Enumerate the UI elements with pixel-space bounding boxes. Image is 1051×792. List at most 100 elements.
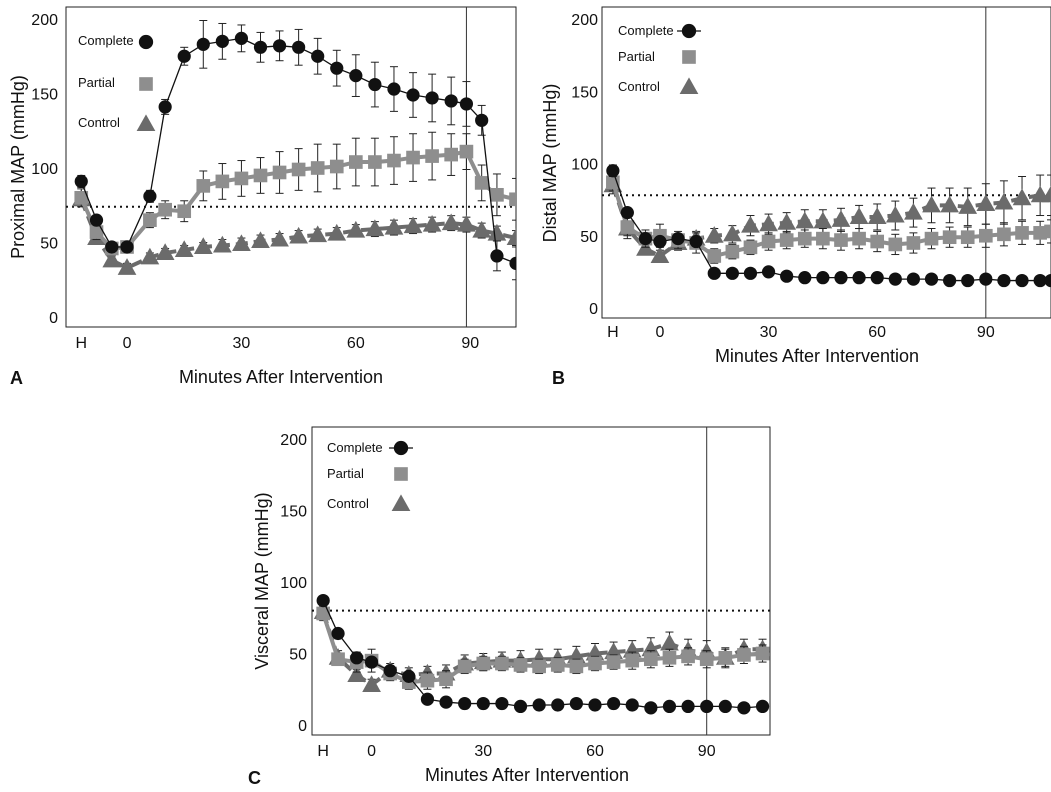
x-tick-label: 90 (698, 743, 716, 760)
series-control (603, 174, 1051, 263)
legend-label: Control (327, 496, 369, 511)
data-point (420, 692, 435, 706)
data-point (509, 192, 516, 207)
data-point (625, 653, 640, 668)
data-point (888, 237, 903, 252)
data-point (795, 211, 815, 229)
data-point (330, 61, 344, 75)
data-point (689, 234, 703, 249)
data-point (347, 665, 367, 682)
y-tick-label: 200 (571, 12, 598, 29)
data-point (140, 247, 160, 265)
data-point (532, 698, 546, 712)
data-point (74, 190, 89, 205)
y-tick-label: 200 (31, 12, 58, 29)
data-point (439, 672, 453, 687)
plot-frame (601, 6, 1051, 319)
data-point (681, 23, 697, 39)
data-point (960, 230, 975, 245)
data-point (660, 633, 679, 651)
data-point (311, 49, 325, 63)
plot-area (71, 19, 516, 281)
y-tick-label: 100 (280, 575, 307, 592)
data-point (755, 699, 770, 714)
data-point (1044, 273, 1051, 288)
data-point (459, 97, 474, 111)
data-point (215, 174, 230, 189)
y-axis-label: Proximal MAP (mmHg) (8, 75, 28, 259)
data-point (350, 651, 364, 665)
data-point (272, 39, 287, 53)
panel-letter: B (552, 368, 565, 388)
x-tick-label: 0 (655, 324, 664, 341)
data-point (1015, 273, 1029, 288)
data-point (940, 195, 959, 213)
data-point (74, 174, 88, 189)
data-point (1044, 224, 1051, 239)
x-tick-label: H (75, 335, 87, 352)
data-point (743, 266, 758, 280)
legend-label: Partial (327, 466, 364, 481)
data-point (495, 696, 509, 711)
x-tick-label: 60 (868, 324, 886, 341)
data-point (495, 656, 509, 671)
data-point (532, 659, 546, 674)
data-point (472, 220, 492, 238)
y-tick-label: 50 (40, 236, 58, 253)
legend: Complete Partial Control (78, 33, 156, 132)
data-point (383, 664, 397, 678)
x-tick-label: 90 (461, 335, 479, 352)
x-axis-label: Minutes After Intervention (715, 346, 919, 366)
data-point (707, 266, 721, 280)
data-point (681, 699, 695, 714)
data-point (234, 31, 249, 45)
data-point (506, 228, 516, 246)
y-tick-label: 150 (280, 504, 307, 521)
data-point (457, 214, 476, 232)
data-point (158, 202, 172, 217)
data-point (867, 207, 887, 224)
data-point (994, 192, 1014, 210)
data-point (346, 220, 366, 238)
data-point (906, 236, 921, 250)
data-point (139, 77, 153, 91)
data-point (961, 273, 975, 288)
data-point (403, 216, 423, 234)
data-point (193, 237, 213, 254)
data-point (384, 217, 404, 235)
data-point (870, 234, 885, 249)
data-point (251, 231, 270, 249)
data-point (777, 213, 797, 230)
data-point (725, 244, 740, 259)
data-point (102, 250, 122, 268)
data-point (331, 652, 345, 667)
y-tick-label: 50 (289, 647, 307, 664)
data-point (924, 272, 939, 286)
legend-label: Partial (78, 75, 115, 90)
data-point (834, 233, 848, 247)
data-point (704, 226, 724, 243)
data-point (588, 698, 602, 712)
data-point (1012, 188, 1032, 206)
data-point (441, 213, 461, 231)
data-point (834, 271, 848, 285)
data-point (253, 40, 268, 54)
data-point (718, 650, 733, 665)
data-point (1015, 226, 1029, 240)
y-axis-label: Distal MAP (mmHg) (540, 84, 560, 243)
data-point (759, 214, 778, 232)
data-point (422, 214, 442, 232)
data-point (681, 649, 695, 664)
data-point (158, 100, 172, 114)
legend-label: Complete (618, 23, 674, 38)
data-point (394, 467, 408, 481)
legend-label: Control (618, 79, 660, 94)
y-tick-label: 150 (571, 84, 598, 101)
data-point (291, 162, 306, 177)
data-point (870, 271, 884, 285)
series-control (71, 189, 516, 275)
data-point (997, 227, 1011, 242)
data-point (136, 114, 156, 132)
data-point (737, 648, 751, 662)
